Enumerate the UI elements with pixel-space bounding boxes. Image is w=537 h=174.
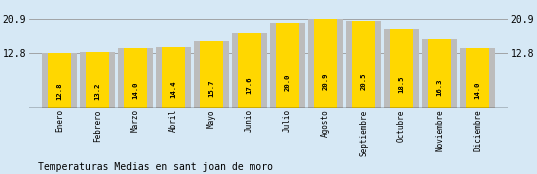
Bar: [346, 21, 381, 108]
Bar: [42, 53, 77, 108]
Bar: [460, 48, 495, 108]
Text: 14.0: 14.0: [475, 81, 481, 99]
Text: 17.6: 17.6: [246, 77, 252, 94]
Bar: [352, 21, 375, 108]
Bar: [194, 41, 229, 108]
Text: 18.5: 18.5: [398, 76, 404, 93]
Bar: [238, 33, 262, 108]
Bar: [466, 48, 489, 108]
Bar: [162, 47, 185, 108]
Bar: [314, 19, 337, 108]
Bar: [422, 38, 457, 108]
Bar: [275, 23, 299, 108]
Text: 16.3: 16.3: [437, 78, 442, 96]
Bar: [86, 52, 109, 108]
Text: 20.9: 20.9: [323, 73, 329, 90]
Bar: [270, 23, 305, 108]
Text: 14.4: 14.4: [170, 81, 177, 98]
Bar: [384, 29, 419, 108]
Bar: [48, 53, 71, 108]
Bar: [118, 48, 153, 108]
Bar: [156, 47, 191, 108]
Bar: [200, 41, 223, 108]
Text: 12.8: 12.8: [56, 83, 62, 100]
Text: 14.0: 14.0: [133, 81, 139, 99]
Text: 20.5: 20.5: [360, 73, 367, 90]
Bar: [308, 19, 343, 108]
Text: 13.2: 13.2: [95, 82, 100, 100]
Text: 20.0: 20.0: [285, 74, 291, 91]
Text: Temperaturas Medias en sant joan de moro: Temperaturas Medias en sant joan de moro: [38, 162, 273, 172]
Bar: [390, 29, 413, 108]
Text: 15.7: 15.7: [208, 79, 214, 97]
Bar: [124, 48, 147, 108]
Bar: [428, 38, 451, 108]
Bar: [80, 52, 115, 108]
Bar: [232, 33, 267, 108]
